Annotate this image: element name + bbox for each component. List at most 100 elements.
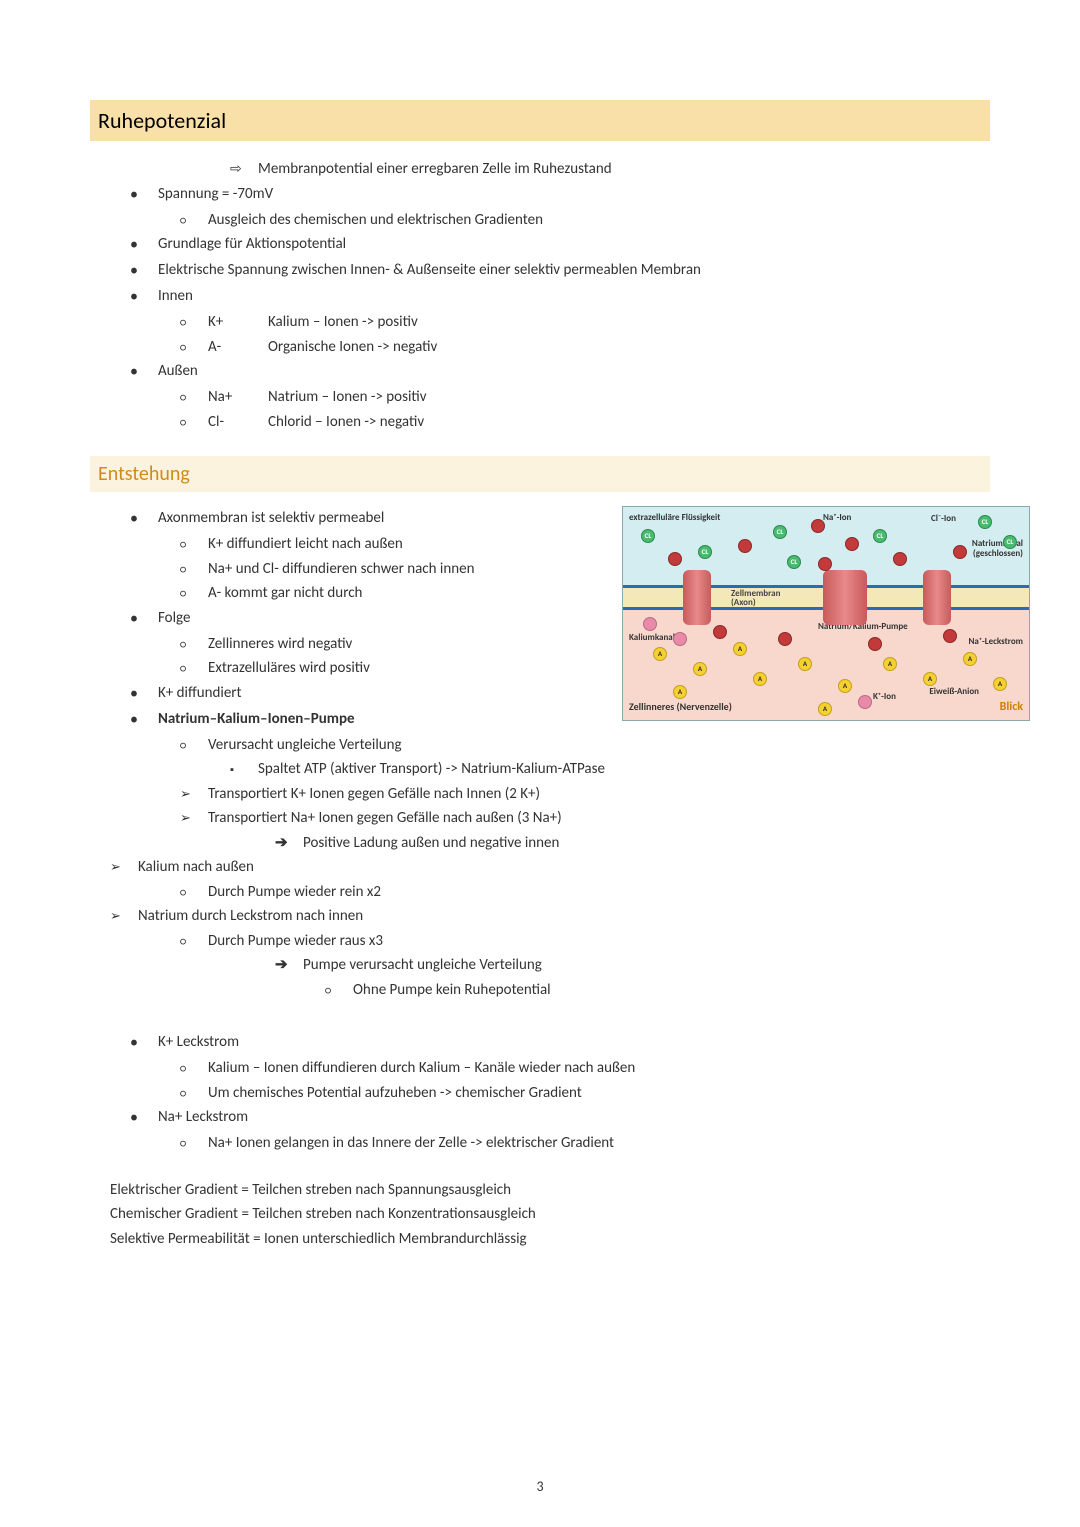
ion-cl: CL xyxy=(1003,535,1017,549)
innen: Innen xyxy=(158,285,193,308)
arrow-icon xyxy=(230,158,258,179)
naleck-1: Na+ Ionen gelangen in das Innere der Zel… xyxy=(208,1132,614,1155)
leckstrom-list: K+ Leckstrom Kalium – Ionen diffundieren… xyxy=(90,1030,990,1156)
ion-na xyxy=(811,519,825,533)
elektrische: Elektrische Spannung zwischen Innen- & A… xyxy=(158,259,701,282)
ion-a: A xyxy=(798,657,812,671)
heading-ruhepotenzial: Ruhepotenzial xyxy=(90,100,990,141)
def-elektrisch: Elektrischer Gradient = Teilchen streben… xyxy=(110,1178,990,1203)
ion-a: A xyxy=(818,702,832,716)
ion-na xyxy=(713,625,727,639)
ion-na xyxy=(738,539,752,553)
bullet-icon xyxy=(130,682,158,706)
ion-na xyxy=(943,629,957,643)
dg-zellin: Zellinneres (Nervenzelle) xyxy=(629,699,732,714)
kalium-aussen-1: Durch Pumpe wieder rein x2 xyxy=(208,881,381,904)
ion-a: A xyxy=(753,672,767,686)
ion-na-txt: Natrium – Ionen -> positiv xyxy=(268,386,427,409)
membrane-diagram: extrazelluläre Flüssigkeit Na⁺-Ion Cl⁻-I… xyxy=(622,506,1030,721)
bullet-icon xyxy=(180,311,208,332)
ion-a: A xyxy=(963,652,977,666)
folge: Folge xyxy=(158,607,190,630)
axon: Axonmembran ist selektiv permeabel xyxy=(158,507,384,530)
ion-k xyxy=(858,695,872,709)
natrium-leck-1: Durch Pumpe wieder raus x3 xyxy=(208,930,383,953)
natrium-arrow-sub: Ohne Pumpe kein Ruhepotential xyxy=(353,979,551,1002)
axon-2: Na+ und Cl- diffundieren schwer nach inn… xyxy=(208,558,474,581)
dg-blick: Blick xyxy=(1000,698,1023,716)
ion-cl: CL xyxy=(698,545,712,559)
bullet-icon xyxy=(130,507,158,531)
folge-1: Zellinneres wird negativ xyxy=(208,633,352,656)
ion-na-sym: Na+ xyxy=(208,386,268,409)
chevron-icon xyxy=(110,856,138,878)
axon-3: A- kommt gar nicht durch xyxy=(208,582,362,605)
ion-k xyxy=(673,632,687,646)
bullet-icon xyxy=(130,360,158,384)
bullet-icon xyxy=(180,582,208,603)
section1-list: Membranpotential einer erregbaren Zelle … xyxy=(90,157,990,434)
chevron-icon xyxy=(180,807,208,829)
bullet-icon xyxy=(130,708,158,732)
bullet-icon xyxy=(180,881,208,902)
grundlage: Grundlage für Aktionspotential xyxy=(158,233,346,256)
dg-clion: Cl⁻-Ion xyxy=(931,512,956,526)
heading-entstehung: Entstehung xyxy=(90,456,990,492)
def-chemisch: Chemischer Gradient = Teilchen streben n… xyxy=(110,1202,990,1227)
aussen: Außen xyxy=(158,360,198,383)
ion-na xyxy=(953,545,967,559)
bullet-icon xyxy=(180,657,208,678)
ion-a: A xyxy=(693,662,707,676)
bullet-icon xyxy=(130,285,158,309)
bullet-icon xyxy=(180,633,208,654)
ion-a-sym: A- xyxy=(208,336,268,359)
dg-naion: Na⁺-Ion xyxy=(823,511,851,525)
ion-cl: CL xyxy=(978,515,992,529)
ion-a: A xyxy=(838,679,852,693)
bullet-icon xyxy=(180,411,208,432)
bullet-icon xyxy=(180,734,208,755)
kalium-aussen: Kalium nach außen xyxy=(138,856,254,879)
bullet-icon xyxy=(130,183,158,207)
pumpe: Natrium–Kalium–Ionen–Pumpe xyxy=(158,708,355,731)
ion-a: A xyxy=(923,672,937,686)
bullet-icon xyxy=(180,386,208,407)
ion-a: A xyxy=(883,657,897,671)
dg-extra: extrazelluläre Flüssigkeit xyxy=(629,511,720,525)
kleck-2: Um chemisches Potential aufzuheben -> ch… xyxy=(208,1082,582,1105)
arrow-solid-icon xyxy=(275,832,303,855)
ion-k xyxy=(643,617,657,631)
dg-kaliumkanal: Kaliumkanal xyxy=(629,631,675,645)
dg-eiweis: Eiweiß-Anion xyxy=(929,685,979,699)
dg-kion: K⁺-Ion xyxy=(873,690,896,704)
ion-a: A xyxy=(993,677,1007,691)
chevron-icon xyxy=(110,905,138,927)
intro-text: Membranpotential einer erregbaren Zelle … xyxy=(258,158,612,181)
natrium-arrow: Pumpe verursacht ungleiche Verteilung xyxy=(303,954,542,977)
ion-cl-sym: Cl- xyxy=(208,411,268,434)
bullet-icon xyxy=(180,1057,208,1078)
dg-channel xyxy=(923,570,951,625)
dg-channel xyxy=(683,570,711,625)
bullet-icon xyxy=(130,607,158,631)
spannung-sub: Ausgleich des chemischen und elektrische… xyxy=(208,209,543,232)
pumpe-1-1: Spaltet ATP (aktiver Transport) -> Natri… xyxy=(258,758,605,781)
ion-a: A xyxy=(673,685,687,699)
folge-2: Extrazelluläres wird positiv xyxy=(208,657,370,680)
ion-a: A xyxy=(733,642,747,656)
pumpe-3: Transportiert Na+ Ionen gegen Gefälle na… xyxy=(208,807,562,830)
ion-na xyxy=(893,552,907,566)
ion-na xyxy=(668,552,682,566)
ion-cl-txt: Chlorid – Ionen -> negativ xyxy=(268,411,424,434)
bullet-icon xyxy=(180,558,208,579)
bullet-icon xyxy=(180,209,208,230)
ion-cl: CL xyxy=(873,529,887,543)
bullet-icon xyxy=(130,1031,158,1055)
page-number: 3 xyxy=(0,1476,1080,1497)
bullet-icon xyxy=(180,930,208,951)
spannung: Spannung = -70mV xyxy=(158,183,273,206)
ion-k-txt: Kalium – Ionen -> positiv xyxy=(268,311,418,334)
kleck: K+ Leckstrom xyxy=(158,1031,239,1054)
kleck-1: Kalium – Ionen diffundieren durch Kalium… xyxy=(208,1057,635,1080)
ion-na xyxy=(845,537,859,551)
